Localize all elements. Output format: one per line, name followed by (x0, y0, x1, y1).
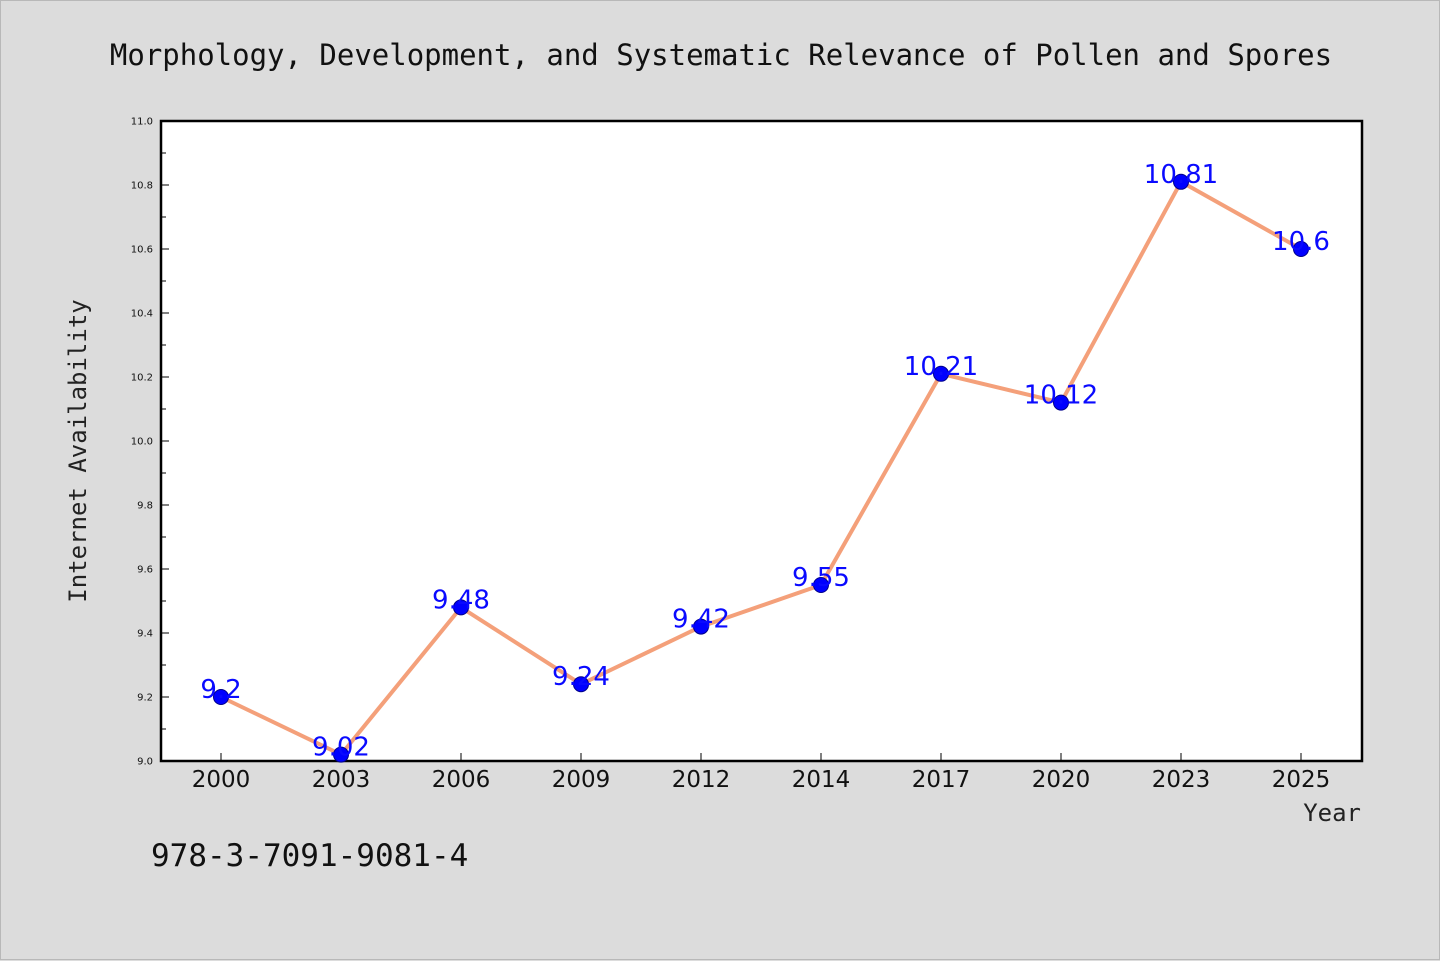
y-tick-label: 10.4 (131, 309, 153, 320)
y-tick-label: 9.6 (137, 565, 153, 576)
data-label: 9.48 (432, 585, 490, 615)
chart-title: Morphology, Development, and Systematic … (110, 38, 1332, 72)
marker-group (213, 173, 1309, 763)
x-tick-label: 2014 (792, 767, 851, 793)
data-label: 10.21 (904, 352, 978, 382)
y-tick-label: 9.2 (137, 693, 153, 704)
x-tick-label: 2009 (552, 767, 611, 793)
plot-area (159, 119, 1364, 763)
x-tick-label: 2000 (192, 767, 251, 793)
y-tick-label: 10.0 (131, 437, 153, 448)
y-tick-label: 9.8 (137, 501, 153, 512)
data-point (1173, 173, 1189, 190)
y-tick-label: 9.4 (137, 629, 153, 640)
x-tick-label: 2017 (912, 767, 971, 793)
data-point (1053, 394, 1069, 411)
data-point (333, 746, 349, 763)
data-label: 9.42 (672, 605, 730, 635)
data-point (933, 365, 949, 382)
data-point (453, 599, 469, 616)
y-tick-label: 11.0 (131, 117, 153, 128)
y-tick-label: 10.6 (131, 245, 153, 256)
data-point (1293, 241, 1309, 257)
data-point (693, 618, 709, 635)
y-axis-title: Internet Availability (64, 299, 92, 602)
x-axis-title: Year (1303, 799, 1361, 827)
series-line (220, 179, 1302, 757)
y-tick-label: 9.0 (137, 757, 153, 768)
data-point (213, 689, 229, 705)
series-line-group (220, 179, 1302, 757)
data-label: 9.02 (312, 733, 370, 763)
x-tick-label: 2003 (312, 767, 371, 793)
x-tick-label: 2020 (1032, 767, 1091, 793)
data-label: 9.2 (200, 675, 241, 705)
x-tick-label: 2025 (1272, 767, 1331, 793)
x-tick-label: 2006 (432, 767, 491, 793)
y-tick-label: 10.8 (131, 181, 153, 192)
data-label: 10.6 (1272, 227, 1330, 257)
y-axis: 9.0 9.2 9.4 9.6 9.8 10.0 10.2 10.4 10.6 10.8 11.0 (131, 117, 169, 768)
data-label-group: 9.2 9.02 9.48 9.24 9.42 9.55 10.21 10.12 10.81 10… (200, 160, 1330, 763)
data-label: 9.24 (552, 662, 610, 692)
y-tick-label: 10.2 (131, 373, 153, 384)
isbn-footer: 978-3-7091-9081-4 (151, 838, 468, 874)
data-point (573, 676, 589, 693)
data-point (813, 577, 829, 593)
x-tick-label: 2012 (672, 767, 731, 793)
data-label: 9.55 (792, 563, 850, 593)
data-label: 10.81 (1144, 160, 1218, 190)
data-label: 10.12 (1024, 381, 1098, 411)
x-axis: 2000 2003 2006 2009 2012 2014 2017 2020 2023 2025 (192, 753, 1331, 793)
x-tick-label: 2023 (1152, 767, 1211, 793)
